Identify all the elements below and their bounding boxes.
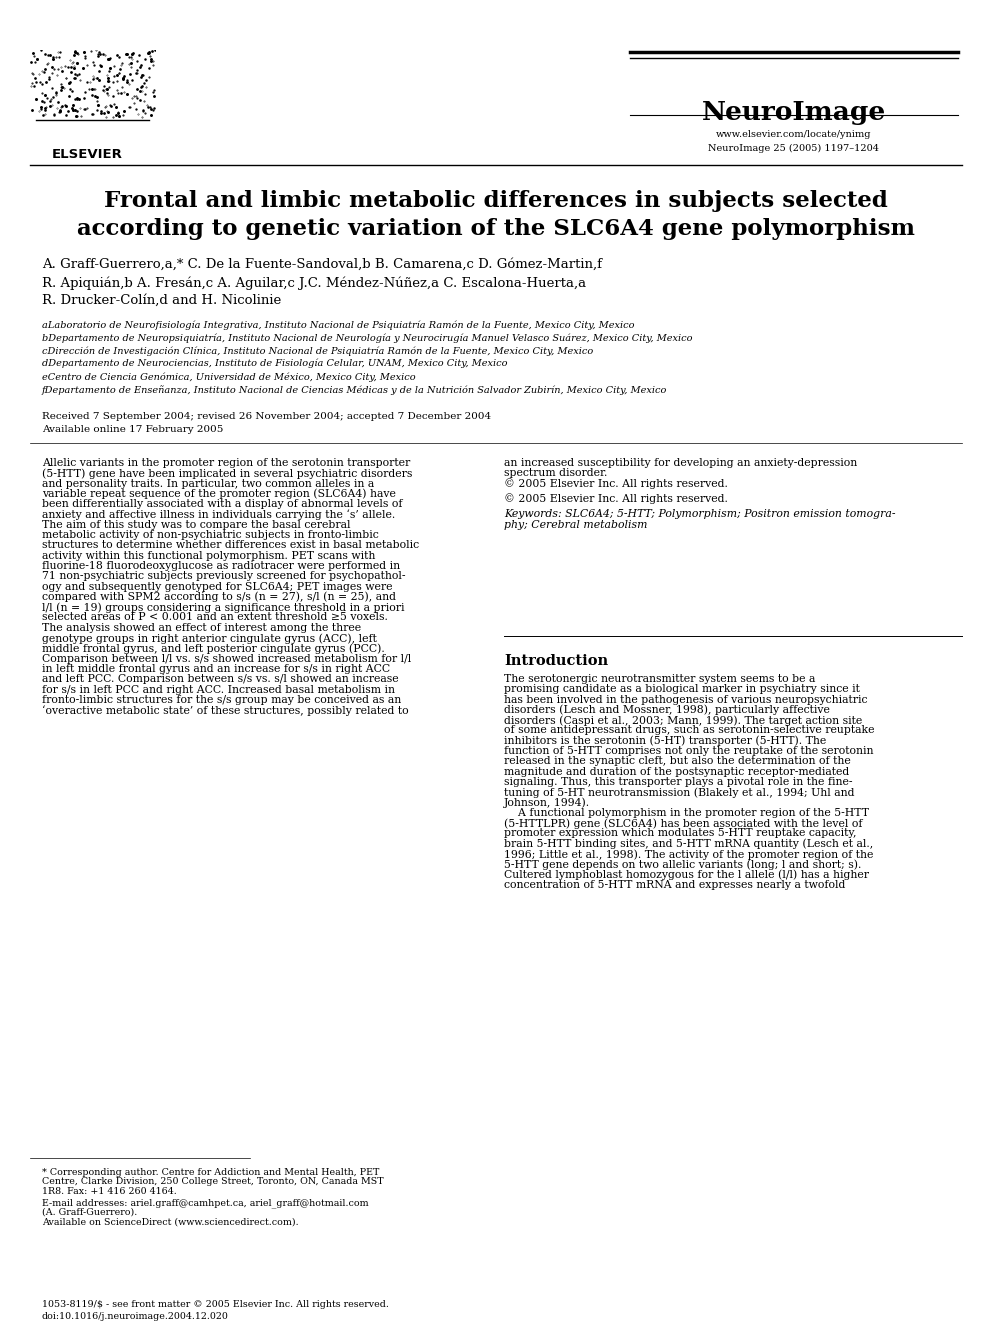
Text: fronto-limbic structures for the s/s group may be conceived as an: fronto-limbic structures for the s/s gro… <box>42 695 401 705</box>
Text: Cultered lymphoblast homozygous for the l allele (l/l) has a higher: Cultered lymphoblast homozygous for the … <box>504 869 869 880</box>
Text: metabolic activity of non-psychiatric subjects in fronto-limbic: metabolic activity of non-psychiatric su… <box>42 531 379 540</box>
Text: Available on ScienceDirect (www.sciencedirect.com).: Available on ScienceDirect (www.scienced… <box>42 1217 299 1226</box>
Text: (5-HTT) gene have been implicated in several psychiatric disorders: (5-HTT) gene have been implicated in sev… <box>42 468 413 479</box>
Text: l/l (n = 19) groups considering a significance threshold in a priori: l/l (n = 19) groups considering a signif… <box>42 602 405 613</box>
Text: function of 5-HTT comprises not only the reuptake of the serotonin: function of 5-HTT comprises not only the… <box>504 746 874 757</box>
Text: The serotonergic neurotransmitter system seems to be a: The serotonergic neurotransmitter system… <box>504 673 815 684</box>
Text: NeuroImage 25 (2005) 1197–1204: NeuroImage 25 (2005) 1197–1204 <box>708 144 880 153</box>
Text: in left middle frontal gyrus and an increase for s/s in right ACC: in left middle frontal gyrus and an incr… <box>42 664 390 673</box>
Text: (A. Graff-Guerrero).: (A. Graff-Guerrero). <box>42 1208 137 1217</box>
Text: compared with SPM2 according to s/s (n = 27), s/l (n = 25), and: compared with SPM2 according to s/s (n =… <box>42 591 396 602</box>
Text: * Corresponding author. Centre for Addiction and Mental Health, PET: * Corresponding author. Centre for Addic… <box>42 1168 379 1177</box>
Text: inhibitors is the serotonin (5-HT) transporter (5-HTT). The: inhibitors is the serotonin (5-HT) trans… <box>504 736 826 746</box>
Text: bDepartamento de Neuropsiquiatría, Instituto Nacional de Neurología y Neurocirug: bDepartamento de Neuropsiquiatría, Insti… <box>42 333 692 343</box>
Text: activity within this functional polymorphism. PET scans with: activity within this functional polymorp… <box>42 550 375 561</box>
Text: Johnson, 1994).: Johnson, 1994). <box>504 798 590 808</box>
Text: NeuroImage: NeuroImage <box>702 101 886 124</box>
Text: released in the synaptic cleft, but also the determination of the: released in the synaptic cleft, but also… <box>504 757 851 766</box>
Text: and left PCC. Comparison between s/s vs. s/l showed an increase: and left PCC. Comparison between s/s vs.… <box>42 675 399 684</box>
Text: structures to determine whether differences exist in basal metabolic: structures to determine whether differen… <box>42 540 420 550</box>
Text: genotype groups in right anterior cingulate gyrus (ACC), left: genotype groups in right anterior cingul… <box>42 634 377 644</box>
Text: anxiety and affective illness in individuals carrying the ‘s’ allele.: anxiety and affective illness in individ… <box>42 509 395 520</box>
Text: 71 non-psychiatric subjects previously screened for psychopathol-: 71 non-psychiatric subjects previously s… <box>42 572 406 581</box>
Text: ogy and subsequently genotyped for SLC6A4; PET images were: ogy and subsequently genotyped for SLC6A… <box>42 582 393 591</box>
Text: doi:10.1016/j.neuroimage.2004.12.020: doi:10.1016/j.neuroimage.2004.12.020 <box>42 1312 229 1320</box>
Text: www.elsevier.com/locate/ynimg: www.elsevier.com/locate/ynimg <box>716 130 872 139</box>
Text: ‘overactive metabolic state’ of these structures, possibly related to: ‘overactive metabolic state’ of these st… <box>42 705 409 716</box>
Text: promising candidate as a biological marker in psychiatry since it: promising candidate as a biological mark… <box>504 684 860 695</box>
Text: © 2005 Elsevier Inc. All rights reserved.: © 2005 Elsevier Inc. All rights reserved… <box>504 479 728 490</box>
Text: and personality traits. In particular, two common alleles in a: and personality traits. In particular, t… <box>42 479 374 488</box>
Text: selected areas of P < 0.001 and an extent threshold ≥5 voxels.: selected areas of P < 0.001 and an exten… <box>42 613 388 623</box>
Text: R. Apiquián,b A. Fresán,c A. Aguilar,c J.C. Méndez-Núñez,a C. Escalona-Huerta,a: R. Apiquián,b A. Fresán,c A. Aguilar,c J… <box>42 277 586 290</box>
Text: Keywords: SLC6A4; 5-HTT; Polymorphism; Positron emission tomogra-: Keywords: SLC6A4; 5-HTT; Polymorphism; P… <box>504 509 896 519</box>
Text: fDepartamento de Enseñanza, Instituto Nacional de Ciencias Médicas y de la Nutri: fDepartamento de Enseñanza, Instituto Na… <box>42 385 668 394</box>
Text: E-mail addresses: ariel.graff@camhpet.ca, ariel_graff@hotmail.com: E-mail addresses: ariel.graff@camhpet.ca… <box>42 1199 369 1208</box>
Text: according to genetic variation of the SLC6A4 gene polymorphism: according to genetic variation of the SL… <box>77 218 915 239</box>
Text: Centre, Clarke Division, 250 College Street, Toronto, ON, Canada MST: Centre, Clarke Division, 250 College Str… <box>42 1177 384 1187</box>
Text: cDirección de Investigación Clínica, Instituto Nacional de Psiquiatría Ramón de : cDirección de Investigación Clínica, Ins… <box>42 347 593 356</box>
Text: tuning of 5-HT neurotransmission (Blakely et al., 1994; Uhl and: tuning of 5-HT neurotransmission (Blakel… <box>504 787 854 798</box>
Text: disorders (Caspi et al., 2003; Mann, 1999). The target action site: disorders (Caspi et al., 2003; Mann, 199… <box>504 716 862 726</box>
Text: magnitude and duration of the postsynaptic receptor-mediated: magnitude and duration of the postsynapt… <box>504 767 849 777</box>
Text: A functional polymorphism in the promoter region of the 5-HTT: A functional polymorphism in the promote… <box>504 808 869 818</box>
Text: R. Drucker-Colín,d and H. Nicolinie: R. Drucker-Colín,d and H. Nicolinie <box>42 294 282 307</box>
Text: an increased susceptibility for developing an anxiety-depression: an increased susceptibility for developi… <box>504 458 857 468</box>
Text: Comparison between l/l vs. s/s showed increased metabolism for l/l: Comparison between l/l vs. s/s showed in… <box>42 654 412 664</box>
Text: Allelic variants in the promoter region of the serotonin transporter: Allelic variants in the promoter region … <box>42 458 411 468</box>
Text: The aim of this study was to compare the basal cerebral: The aim of this study was to compare the… <box>42 520 350 529</box>
Text: eCentro de Ciencia Genómica, Universidad de México, Mexico City, Mexico: eCentro de Ciencia Genómica, Universidad… <box>42 372 416 381</box>
Text: Frontal and limbic metabolic differences in subjects selected: Frontal and limbic metabolic differences… <box>104 191 888 212</box>
Text: Received 7 September 2004; revised 26 November 2004; accepted 7 December 2004: Received 7 September 2004; revised 26 No… <box>42 411 491 421</box>
Text: been differentially associated with a display of abnormal levels of: been differentially associated with a di… <box>42 499 403 509</box>
Text: brain 5-HTT binding sites, and 5-HTT mRNA quantity (Lesch et al.,: brain 5-HTT binding sites, and 5-HTT mRN… <box>504 839 873 849</box>
Text: 1R8. Fax: +1 416 260 4164.: 1R8. Fax: +1 416 260 4164. <box>42 1187 177 1196</box>
Text: of some antidepressant drugs, such as serotonin-selective reuptake: of some antidepressant drugs, such as se… <box>504 725 875 736</box>
Text: A. Graff-Guerrero,a,* C. De la Fuente-Sandoval,b B. Camarena,c D. Gómez-Martin,f: A. Graff-Guerrero,a,* C. De la Fuente-Sa… <box>42 258 602 271</box>
Text: aLaboratorio de Neurofisiología Integrativa, Instituto Nacional de Psiquiatría R: aLaboratorio de Neurofisiología Integrat… <box>42 320 635 329</box>
Text: Introduction: Introduction <box>504 654 608 668</box>
Text: middle frontal gyrus, and left posterior cingulate gyrus (PCC).: middle frontal gyrus, and left posterior… <box>42 643 385 654</box>
Text: for s/s in left PCC and right ACC. Increased basal metabolism in: for s/s in left PCC and right ACC. Incre… <box>42 684 395 695</box>
Text: concentration of 5-HTT mRNA and expresses nearly a twofold: concentration of 5-HTT mRNA and expresse… <box>504 880 845 890</box>
Text: fluorine-18 fluorodeoxyglucose as radiotracer were performed in: fluorine-18 fluorodeoxyglucose as radiot… <box>42 561 400 572</box>
Text: disorders (Lesch and Mossner, 1998), particularly affective: disorders (Lesch and Mossner, 1998), par… <box>504 705 830 716</box>
Text: phy; Cerebral metabolism: phy; Cerebral metabolism <box>504 520 648 529</box>
Text: spectrum disorder.: spectrum disorder. <box>504 468 607 479</box>
Text: 1053-8119/$ - see front matter © 2005 Elsevier Inc. All rights reserved.: 1053-8119/$ - see front matter © 2005 El… <box>42 1301 389 1308</box>
Text: promoter expression which modulates 5-HTT reuptake capacity,: promoter expression which modulates 5-HT… <box>504 828 856 839</box>
Text: dDepartamento de Neurociencias, Instituto de Fisiología Celular, UNAM, Mexico Ci: dDepartamento de Neurociencias, Institut… <box>42 359 508 369</box>
Text: ELSEVIER: ELSEVIER <box>52 148 122 161</box>
Text: variable repeat sequence of the promoter region (SLC6A4) have: variable repeat sequence of the promoter… <box>42 490 396 500</box>
Text: © 2005 Elsevier Inc. All rights reserved.: © 2005 Elsevier Inc. All rights reserved… <box>504 493 728 504</box>
Text: 1996; Little et al., 1998). The activity of the promoter region of the: 1996; Little et al., 1998). The activity… <box>504 849 873 860</box>
Text: signaling. Thus, this transporter plays a pivotal role in the fine-: signaling. Thus, this transporter plays … <box>504 777 852 787</box>
Text: (5-HTTLPR) gene (SLC6A4) has been associated with the level of: (5-HTTLPR) gene (SLC6A4) has been associ… <box>504 818 862 828</box>
Text: 5-HTT gene depends on two allelic variants (long; l and short; s).: 5-HTT gene depends on two allelic varian… <box>504 860 861 871</box>
Text: Available online 17 February 2005: Available online 17 February 2005 <box>42 425 223 434</box>
Text: The analysis showed an effect of interest among the three: The analysis showed an effect of interes… <box>42 623 361 632</box>
Text: has been involved in the pathogenesis of various neuropsychiatric: has been involved in the pathogenesis of… <box>504 695 867 705</box>
